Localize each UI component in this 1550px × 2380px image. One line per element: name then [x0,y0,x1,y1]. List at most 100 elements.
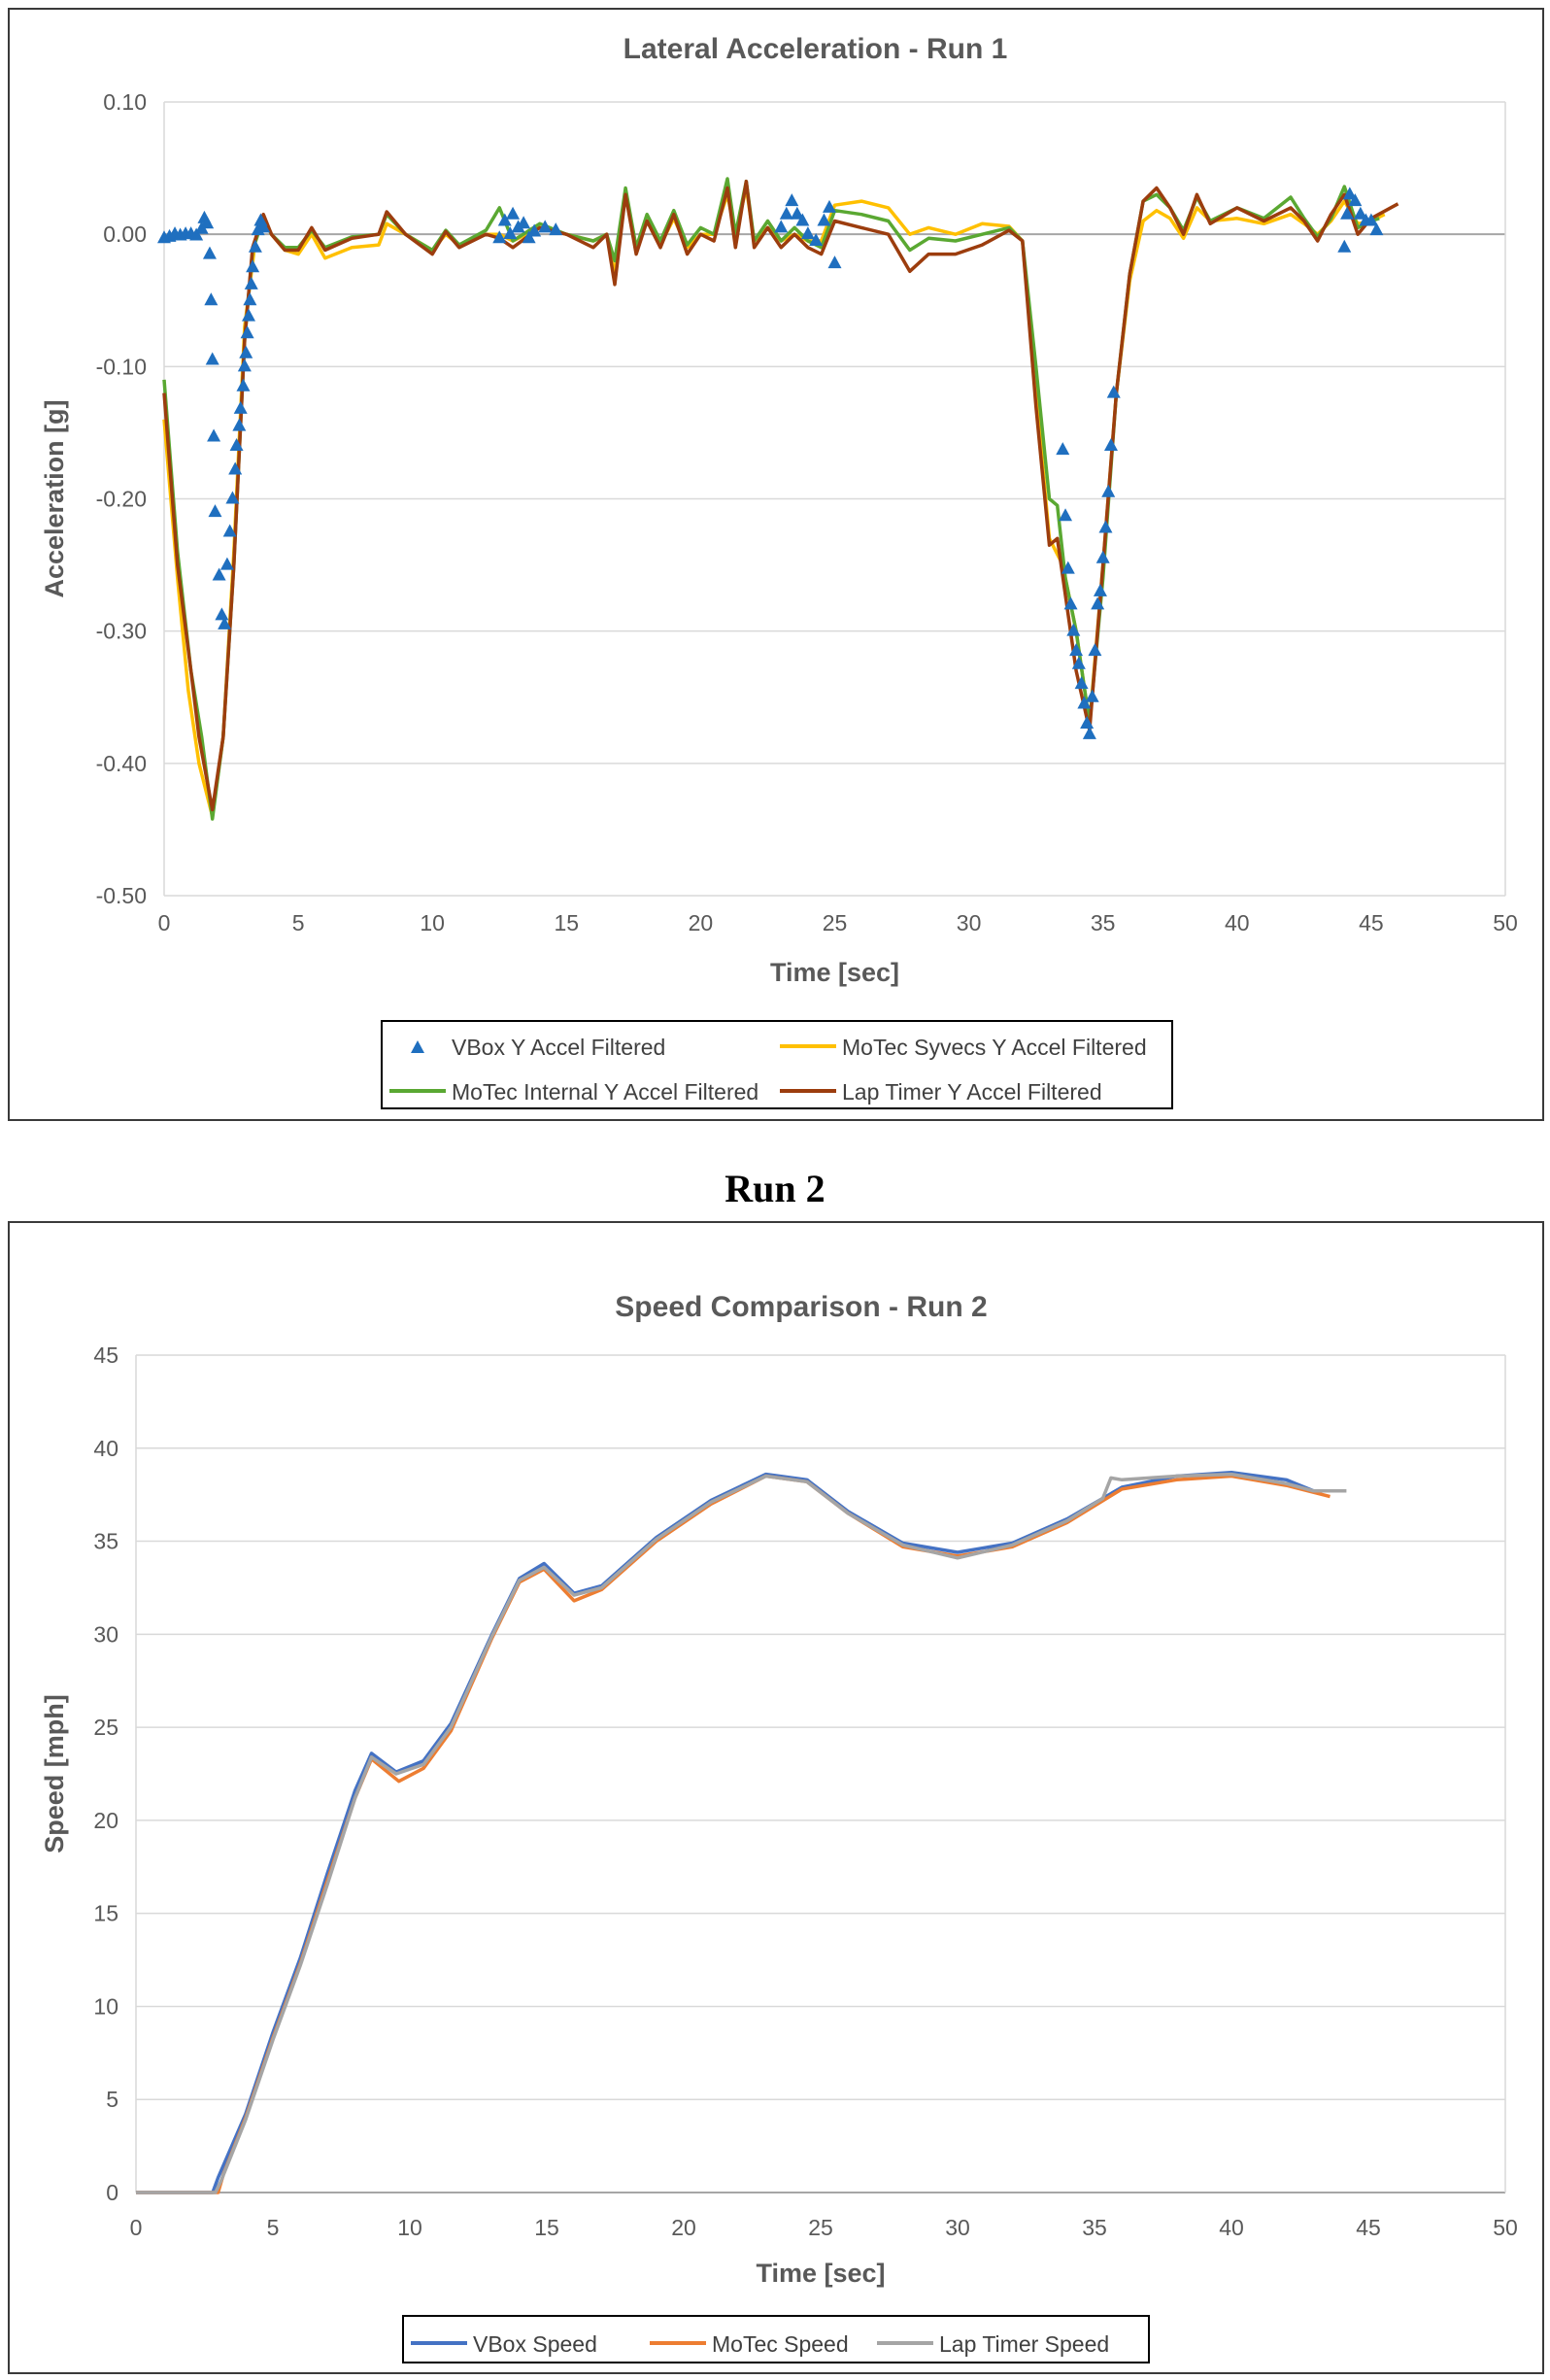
chart-frame-speed-comparison: Speed Comparison - Run 2 45 40 35 30 25 20 15 10… [8,1221,1544,2374]
y-axis-label: Speed [mph] [40,1694,69,1853]
y-tick-label: -0.30 [96,619,147,644]
data-point-vbox-y-accel-filtered [492,230,507,244]
data-point-vbox-y-accel-filtered [809,232,824,246]
data-point-vbox-y-accel-filtered [549,222,563,236]
chart-frame-lateral-acceleration: Lateral Acceleration - Run 1 0.10 0.00 -0.1… [8,8,1544,1121]
y-tick-label: 40 [93,1436,118,1461]
x-tick-label: 50 [1493,2215,1518,2240]
data-point-vbox-y-accel-filtered [1069,643,1084,657]
section-label-run-2: Run 2 [724,1167,826,1210]
x-tick-label: 35 [1091,910,1116,935]
x-tick-label: 20 [689,910,714,935]
x-tick-label: 25 [823,910,848,935]
x-tick-label: 50 [1493,910,1518,935]
data-point-vbox-y-accel-filtered [1095,550,1110,563]
data-point-vbox-y-accel-filtered [795,213,810,226]
legend-label-vbox-speed: VBox Speed [473,2331,597,2357]
x-tick-label: 30 [945,2215,970,2240]
series-line-motec-speed [136,1474,1331,2194]
data-point-vbox-y-accel-filtered [239,345,253,358]
x-tick-label: 35 [1082,2215,1107,2240]
data-point-vbox-y-accel-filtered [233,400,248,414]
series-line-vbox-speed [136,1470,1315,2194]
data-point-vbox-y-accel-filtered [822,199,836,213]
data-point-vbox-y-accel-filtered [1063,596,1078,610]
data-point-vbox-y-accel-filtered [1088,643,1102,657]
data-point-vbox-y-accel-filtered [1340,206,1355,220]
legend [402,2315,1150,2363]
y-tick-label: -0.20 [96,487,147,512]
legend-label-motec-speed: MoTec Speed [712,2331,849,2357]
data-point-vbox-y-accel-filtered [208,504,222,518]
data-point-vbox-y-accel-filtered [1085,689,1099,702]
chart-title: Speed Comparison - Run 2 [615,1291,987,1323]
x-axis-label: Time [sec] [756,2259,885,2288]
data-point-vbox-y-accel-filtered [1082,726,1096,739]
data-point-vbox-y-accel-filtered [219,557,234,570]
x-tick-label: 25 [808,2215,833,2240]
data-point-vbox-y-accel-filtered [256,220,271,233]
data-point-vbox-y-accel-filtered [212,567,226,581]
chart-title: Lateral Acceleration - Run 1 [623,33,1008,65]
y-tick-label: 0.00 [103,221,147,247]
series-line-lap-timer-y-accel-filtered [162,179,1399,812]
data-point-vbox-y-accel-filtered [522,230,536,244]
data-point-vbox-y-accel-filtered [232,418,247,431]
x-tick-label: 5 [267,2215,280,2240]
data-point-vbox-y-accel-filtered [1059,508,1073,522]
data-point-vbox-y-accel-filtered [1353,206,1367,220]
data-point-vbox-y-accel-filtered [189,227,204,241]
legend-label-lap-timer-speed: Lap Timer Speed [939,2331,1109,2357]
data-point-vbox-y-accel-filtered [246,259,260,273]
data-point-vbox-y-accel-filtered [774,220,789,233]
legend-label-motec-internal-y-accel-filtered: MoTec Internal Y Accel Filtered [452,1079,758,1105]
data-point-vbox-y-accel-filtered [827,255,842,269]
data-point-vbox-y-accel-filtered [207,428,221,442]
data-point-vbox-y-accel-filtered [200,216,215,229]
series-line-lap-timer-speed [136,1472,1347,2194]
x-tick-label: 45 [1359,910,1384,935]
data-point-vbox-y-accel-filtered [240,325,254,339]
data-point-vbox-y-accel-filtered [218,616,232,629]
legend-label-lap-timer-y-accel-filtered: Lap Timer Y Accel Filtered [842,1079,1102,1105]
data-point-vbox-y-accel-filtered [517,216,531,229]
data-point-vbox-y-accel-filtered [817,213,831,226]
x-tick-label: 10 [397,2215,422,2240]
data-point-vbox-y-accel-filtered [503,226,518,240]
y-tick-label: -0.40 [96,751,147,776]
x-tick-label: 0 [158,910,171,935]
data-point-vbox-y-accel-filtered [1093,583,1107,596]
series-line-motec-syvecs-y-accel-filtered [162,186,1386,819]
data-point-vbox-y-accel-filtered [1066,623,1081,636]
data-point-vbox-y-accel-filtered [237,358,252,372]
data-point-vbox-y-accel-filtered [1080,715,1095,729]
speed-comparison-chart: Speed Comparison - Run 2 45 40 35 30 25 20 15 10… [40,1291,1518,2363]
legend [381,1020,1173,1109]
x-tick-label: 15 [534,2215,559,2240]
data-point-vbox-y-accel-filtered [506,206,521,220]
x-tick-label: 20 [671,2215,696,2240]
y-axis-label: Acceleration [g] [40,399,69,597]
data-point-vbox-y-accel-filtered [236,378,251,391]
data-point-vbox-y-accel-filtered [1091,596,1105,610]
legend-label-vbox-y-accel-filtered: VBox Y Accel Filtered [452,1035,665,1060]
data-point-vbox-y-accel-filtered [538,220,553,233]
legend-label-motec-syvecs-y-accel-filtered: MoTec Syvecs Y Accel Filtered [842,1035,1147,1060]
data-point-vbox-y-accel-filtered [1369,222,1384,236]
data-point-vbox-y-accel-filtered [1364,213,1378,226]
data-point-vbox-y-accel-filtered [202,246,217,259]
y-tick-label: 15 [93,1901,118,1926]
data-point-vbox-y-accel-filtered [497,213,512,226]
x-tick-label: 10 [420,910,445,935]
data-point-vbox-y-accel-filtered [1056,442,1070,456]
data-point-vbox-y-accel-filtered [800,226,815,240]
data-point-vbox-y-accel-filtered [204,292,219,306]
data-point-vbox-y-accel-filtered [248,239,262,253]
y-tick-label: 20 [93,1808,118,1833]
x-tick-label: 5 [292,910,305,935]
x-tick-label: 45 [1356,2215,1381,2240]
x-tick-label: 40 [1219,2215,1244,2240]
y-tick-label: -0.10 [96,354,147,379]
data-point-vbox-y-accel-filtered [1342,187,1357,200]
data-point-vbox-y-accel-filtered [1061,561,1075,574]
